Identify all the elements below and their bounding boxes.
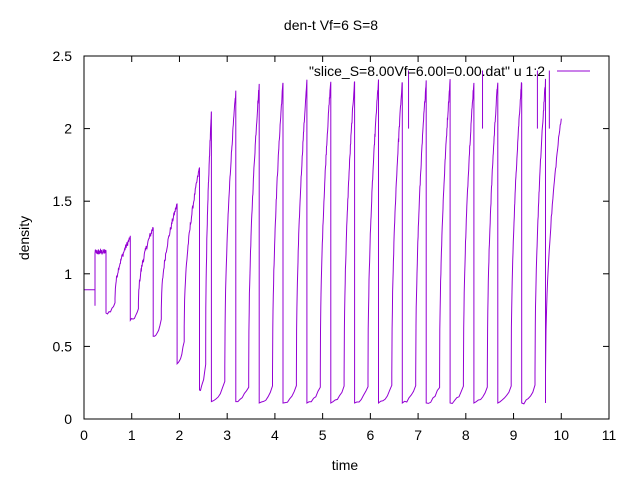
y-tick-label: 0 xyxy=(64,411,72,427)
chart-title: den-t Vf=6 S=8 xyxy=(284,17,378,33)
y-tick-label: 1.5 xyxy=(53,193,73,209)
x-tick-label: 9 xyxy=(510,427,518,443)
y-tick-label: 2 xyxy=(64,121,72,137)
x-tick-label: 11 xyxy=(602,427,617,443)
x-tick-label: 0 xyxy=(80,427,88,443)
x-tick-label: 7 xyxy=(414,427,422,443)
series-line xyxy=(84,78,562,405)
legend: "slice_S=8.00Vf=6.00l=0.00.dat" u 1:2 xyxy=(309,63,590,79)
y-tick-label: 2.5 xyxy=(53,48,73,64)
y-tick-label: 0.5 xyxy=(53,338,73,354)
x-tick-label: 6 xyxy=(366,427,374,443)
x-tick-label: 10 xyxy=(553,427,569,443)
x-axis-label: time xyxy=(332,457,359,473)
x-tick-label: 2 xyxy=(176,427,184,443)
x-tick-label: 4 xyxy=(271,427,279,443)
y-axis-label: density xyxy=(16,216,32,260)
x-tick-label: 3 xyxy=(223,427,231,443)
x-tick-label: 5 xyxy=(319,427,327,443)
x-tick-label: 8 xyxy=(462,427,470,443)
series-group xyxy=(84,70,562,405)
y-tick-label: 1 xyxy=(64,266,72,282)
axis-ticks: 0 1 2 3 4 5 6 7 8 9 10 11 0 0.5 1 1.5 2 2.5 xyxy=(53,48,617,443)
x-tick-label: 1 xyxy=(128,427,136,443)
legend-label: "slice_S=8.00Vf=6.00l=0.00.dat" u 1:2 xyxy=(309,63,545,79)
plot-frame xyxy=(83,55,610,420)
